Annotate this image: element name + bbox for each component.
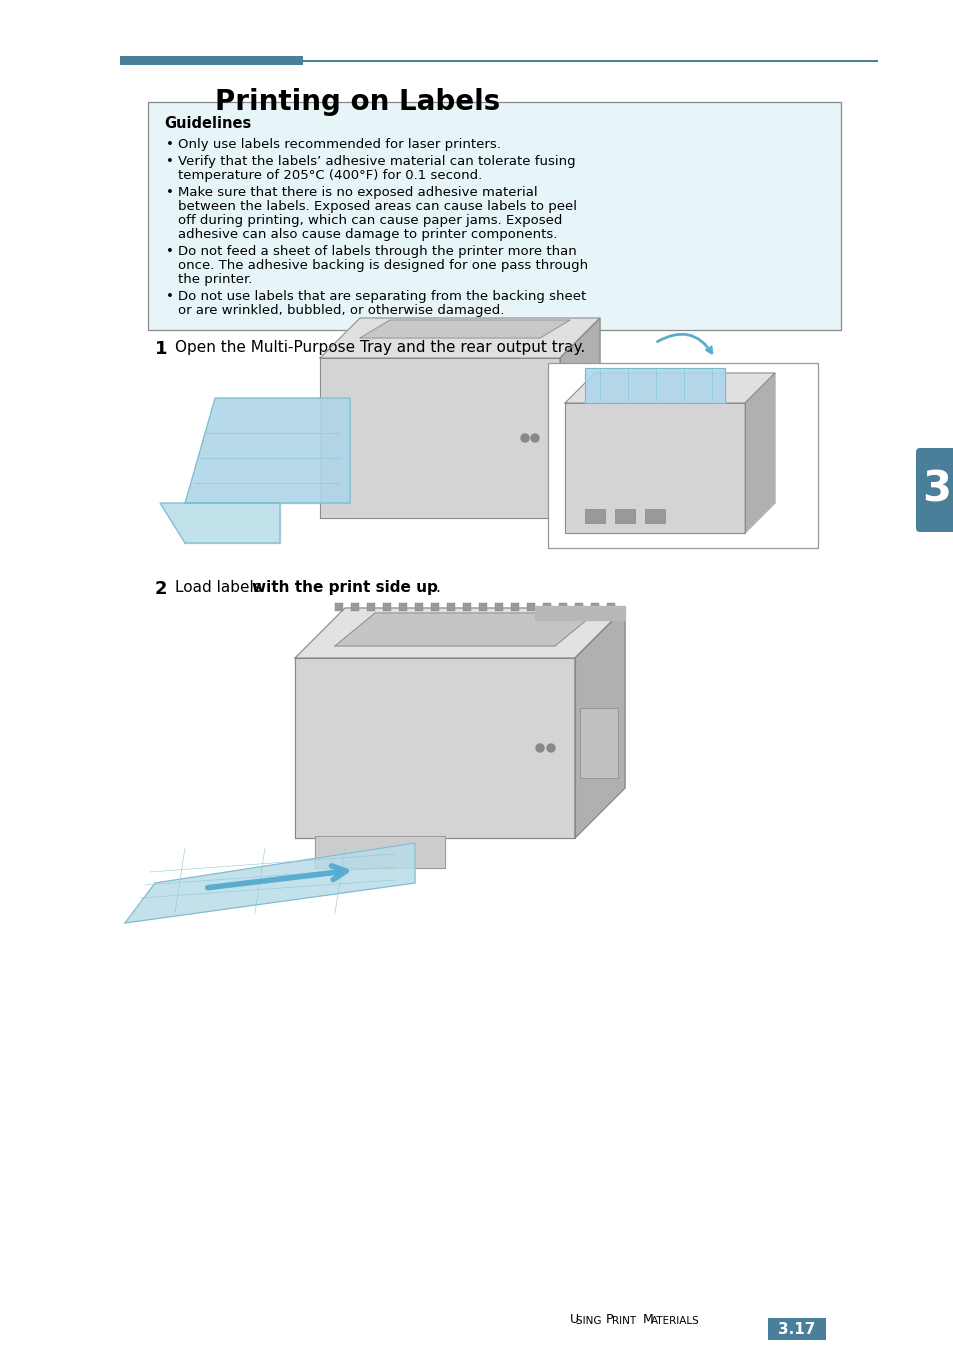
FancyBboxPatch shape xyxy=(148,102,841,330)
Text: Printing on Labels: Printing on Labels xyxy=(214,88,499,116)
Polygon shape xyxy=(335,613,595,646)
Bar xyxy=(120,57,303,65)
Bar xyxy=(547,363,817,549)
Text: temperature of 205°C (400°F) for 0.1 second.: temperature of 205°C (400°F) for 0.1 sec… xyxy=(178,168,482,182)
Circle shape xyxy=(546,744,555,752)
Text: with the print side up: with the print side up xyxy=(252,580,437,594)
Polygon shape xyxy=(359,319,569,338)
Text: or are wrinkled, bubbled, or otherwise damaged.: or are wrinkled, bubbled, or otherwise d… xyxy=(178,303,504,317)
Text: off during printing, which can cause paper jams. Exposed: off during printing, which can cause pap… xyxy=(178,214,561,226)
Text: 3.17: 3.17 xyxy=(778,1321,815,1336)
Text: •: • xyxy=(166,290,173,303)
Text: .: . xyxy=(435,580,439,594)
Polygon shape xyxy=(319,318,599,359)
Text: •: • xyxy=(166,155,173,168)
Polygon shape xyxy=(564,403,744,532)
Text: •: • xyxy=(166,245,173,257)
Polygon shape xyxy=(160,503,280,543)
Text: Do not feed a sheet of labels through the printer more than: Do not feed a sheet of labels through th… xyxy=(178,245,577,257)
Polygon shape xyxy=(535,607,624,620)
Polygon shape xyxy=(125,842,415,923)
Bar xyxy=(584,510,604,523)
Text: Only use labels recommended for laser printers.: Only use labels recommended for laser pr… xyxy=(178,137,500,151)
Bar xyxy=(767,1318,825,1340)
Text: Verify that the labels’ adhesive material can tolerate fusing: Verify that the labels’ adhesive materia… xyxy=(178,155,575,168)
Bar xyxy=(511,603,518,611)
Polygon shape xyxy=(294,608,624,658)
Text: Make sure that there is no exposed adhesive material: Make sure that there is no exposed adhes… xyxy=(178,186,537,200)
Text: 1: 1 xyxy=(154,340,168,359)
Bar xyxy=(644,510,664,523)
Bar xyxy=(398,603,407,611)
Text: 3: 3 xyxy=(922,469,950,511)
Circle shape xyxy=(520,434,529,442)
Text: P: P xyxy=(605,1313,613,1326)
Bar xyxy=(542,603,551,611)
FancyBboxPatch shape xyxy=(915,448,953,532)
Bar xyxy=(579,708,618,778)
Bar xyxy=(431,603,438,611)
Bar xyxy=(575,603,582,611)
Bar xyxy=(415,603,422,611)
Polygon shape xyxy=(575,608,624,838)
Bar xyxy=(367,603,375,611)
Bar xyxy=(590,603,598,611)
Text: Load labels: Load labels xyxy=(174,580,266,594)
Bar xyxy=(382,603,391,611)
Text: Guidelines: Guidelines xyxy=(164,116,251,131)
Text: SING: SING xyxy=(576,1316,604,1326)
Bar xyxy=(462,603,471,611)
Text: 2: 2 xyxy=(154,580,168,599)
Text: ATERIALS: ATERIALS xyxy=(650,1316,699,1326)
Bar xyxy=(335,603,343,611)
Polygon shape xyxy=(564,373,774,403)
Bar xyxy=(495,603,502,611)
Bar xyxy=(478,603,486,611)
Text: •: • xyxy=(166,137,173,151)
Text: RINT: RINT xyxy=(612,1316,639,1326)
Polygon shape xyxy=(559,318,599,518)
Bar xyxy=(303,61,877,62)
Text: M: M xyxy=(642,1313,653,1326)
Bar xyxy=(615,510,635,523)
Text: Open the Multi-Purpose Tray and the rear output tray.: Open the Multi-Purpose Tray and the rear… xyxy=(174,340,584,355)
Text: once. The adhesive backing is designed for one pass through: once. The adhesive backing is designed f… xyxy=(178,259,587,272)
Bar xyxy=(526,603,535,611)
Circle shape xyxy=(536,744,543,752)
Polygon shape xyxy=(294,658,575,838)
Circle shape xyxy=(531,434,538,442)
Bar xyxy=(351,603,358,611)
Text: adhesive can also cause damage to printer components.: adhesive can also cause damage to printe… xyxy=(178,228,557,241)
Bar xyxy=(447,603,455,611)
Polygon shape xyxy=(584,368,724,403)
Polygon shape xyxy=(314,836,444,868)
Polygon shape xyxy=(185,398,350,503)
Text: •: • xyxy=(166,186,173,200)
Text: between the labels. Exposed areas can cause labels to peel: between the labels. Exposed areas can ca… xyxy=(178,201,577,213)
Text: U: U xyxy=(569,1313,578,1326)
Bar xyxy=(606,603,615,611)
Bar xyxy=(558,603,566,611)
Text: Do not use labels that are separating from the backing sheet: Do not use labels that are separating fr… xyxy=(178,290,586,303)
Polygon shape xyxy=(744,373,774,532)
Text: the printer.: the printer. xyxy=(178,272,253,286)
Polygon shape xyxy=(319,359,559,518)
